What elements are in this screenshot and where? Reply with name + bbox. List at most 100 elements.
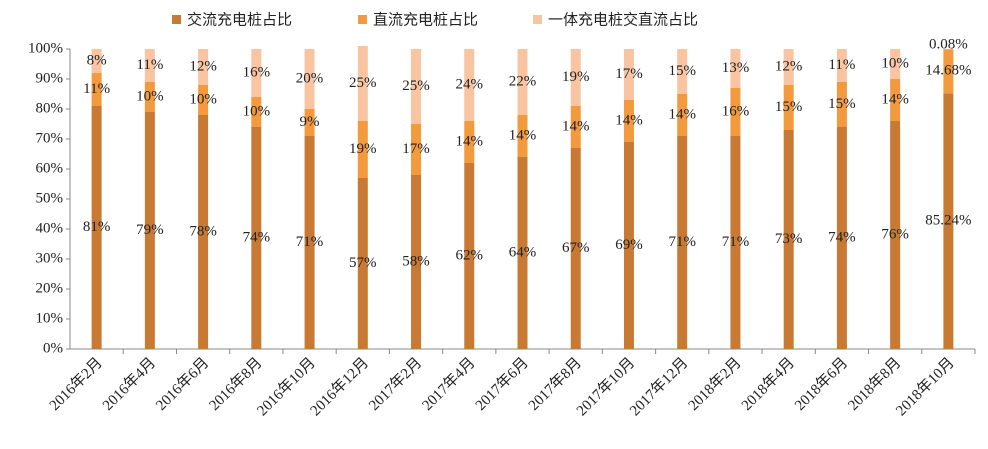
- data-label: 64%: [509, 244, 537, 260]
- legend-swatch: [172, 15, 181, 24]
- data-label: 67%: [562, 240, 590, 256]
- bar-segment: [411, 175, 422, 349]
- x-tick-label: 2017年4月: [419, 354, 479, 414]
- data-label: 15%: [775, 99, 803, 115]
- data-label: 78%: [189, 223, 217, 239]
- x-tick-label: 2017年12月: [626, 354, 691, 419]
- data-label: 14.68%: [925, 63, 971, 79]
- data-label: 15%: [828, 96, 856, 112]
- y-tick-label: 10%: [36, 310, 64, 326]
- legend-label: 一体充电桩交直流占比: [548, 11, 698, 29]
- bar-segment: [570, 148, 581, 349]
- data-label: 14%: [562, 118, 590, 134]
- data-label: 85.24%: [925, 213, 971, 229]
- bar-segment: [198, 85, 209, 115]
- bar-segment: [198, 115, 209, 349]
- data-label: 12%: [189, 58, 217, 74]
- x-tick-label: 2016年12月: [307, 354, 372, 419]
- data-label: 16%: [243, 64, 271, 80]
- bar-segment: [251, 127, 262, 349]
- data-label: 11%: [83, 81, 110, 97]
- bar-segment: [198, 49, 209, 85]
- bar-segment: [783, 49, 794, 85]
- legend-swatch: [358, 15, 367, 24]
- bar-segment: [304, 49, 315, 109]
- bar-segment: [623, 49, 634, 100]
- bar-segment: [570, 49, 581, 106]
- bar-segment: [570, 106, 581, 148]
- x-tick-label: 2018年4月: [738, 354, 798, 414]
- data-label: 14%: [881, 91, 909, 107]
- bar-segment: [677, 49, 688, 94]
- data-label: 13%: [722, 60, 750, 76]
- data-label: 22%: [509, 73, 537, 89]
- bar-segment: [251, 49, 262, 97]
- x-tick-label: 2017年2月: [366, 354, 426, 414]
- y-tick-label: 90%: [36, 70, 64, 86]
- y-tick-label: 40%: [36, 220, 64, 236]
- bar-segment: [730, 49, 741, 88]
- bar-segment: [677, 136, 688, 349]
- y-tick-label: 100%: [28, 40, 63, 56]
- data-label: 24%: [456, 76, 484, 92]
- bar-segment: [357, 121, 368, 178]
- bar-segment: [890, 121, 901, 349]
- y-tick-label: 60%: [36, 160, 64, 176]
- bar-segment: [623, 142, 634, 349]
- data-label: 71%: [668, 234, 696, 250]
- bar-segment: [357, 46, 368, 121]
- data-label: 71%: [296, 234, 324, 250]
- data-label: 58%: [402, 253, 430, 269]
- data-label: 15%: [668, 63, 696, 79]
- bar-segment: [836, 49, 847, 82]
- data-label: 73%: [775, 231, 803, 247]
- x-tick-label: 2018年10月: [893, 354, 958, 419]
- bar-segment: [251, 97, 262, 127]
- data-label: 19%: [562, 69, 590, 85]
- y-tick-label: 20%: [36, 280, 64, 296]
- data-label: 14%: [668, 106, 696, 122]
- bar-segment: [464, 121, 475, 163]
- bar-segment: [890, 49, 901, 79]
- bar-segment: [91, 106, 102, 349]
- data-label: 25%: [349, 75, 377, 91]
- bar-segment: [836, 127, 847, 349]
- bar-segment: [411, 124, 422, 175]
- data-label: 74%: [243, 229, 271, 245]
- y-tick-label: 0%: [43, 340, 63, 356]
- data-label: 19%: [349, 141, 377, 157]
- data-label: 17%: [402, 141, 430, 157]
- data-label: 12%: [775, 58, 803, 74]
- x-tick-label: 2018年6月: [791, 354, 851, 414]
- y-tick-label: 50%: [36, 190, 64, 206]
- bar-segment: [517, 115, 528, 157]
- y-tick-label: 70%: [36, 130, 64, 146]
- bar-segment: [623, 100, 634, 142]
- data-label: 16%: [722, 103, 750, 119]
- data-label: 74%: [828, 229, 856, 245]
- bar-segment: [517, 49, 528, 115]
- data-label: 10%: [136, 88, 164, 104]
- x-tick-label: 2017年6月: [472, 354, 532, 414]
- data-label: 69%: [615, 237, 643, 253]
- bar-segment: [304, 136, 315, 349]
- x-tick-label: 2016年4月: [99, 354, 159, 414]
- data-label: 76%: [881, 226, 909, 242]
- data-label: 0.08%: [929, 37, 968, 53]
- bar-segment: [783, 85, 794, 130]
- x-tick-label: 2018年2月: [685, 354, 745, 414]
- bar-segment: [783, 130, 794, 349]
- data-label: 79%: [136, 222, 164, 238]
- bar-segment: [144, 112, 155, 349]
- data-label: 25%: [402, 78, 430, 94]
- data-label: 14%: [615, 112, 643, 128]
- legend-label: 直流充电桩占比: [373, 11, 478, 29]
- data-label: 20%: [296, 70, 324, 86]
- data-label: 62%: [456, 247, 484, 263]
- data-label: 10%: [881, 55, 909, 71]
- y-tick-label: 30%: [36, 250, 64, 266]
- bar-segment: [943, 93, 954, 349]
- data-label: 71%: [722, 234, 750, 250]
- data-label: 14%: [456, 133, 484, 149]
